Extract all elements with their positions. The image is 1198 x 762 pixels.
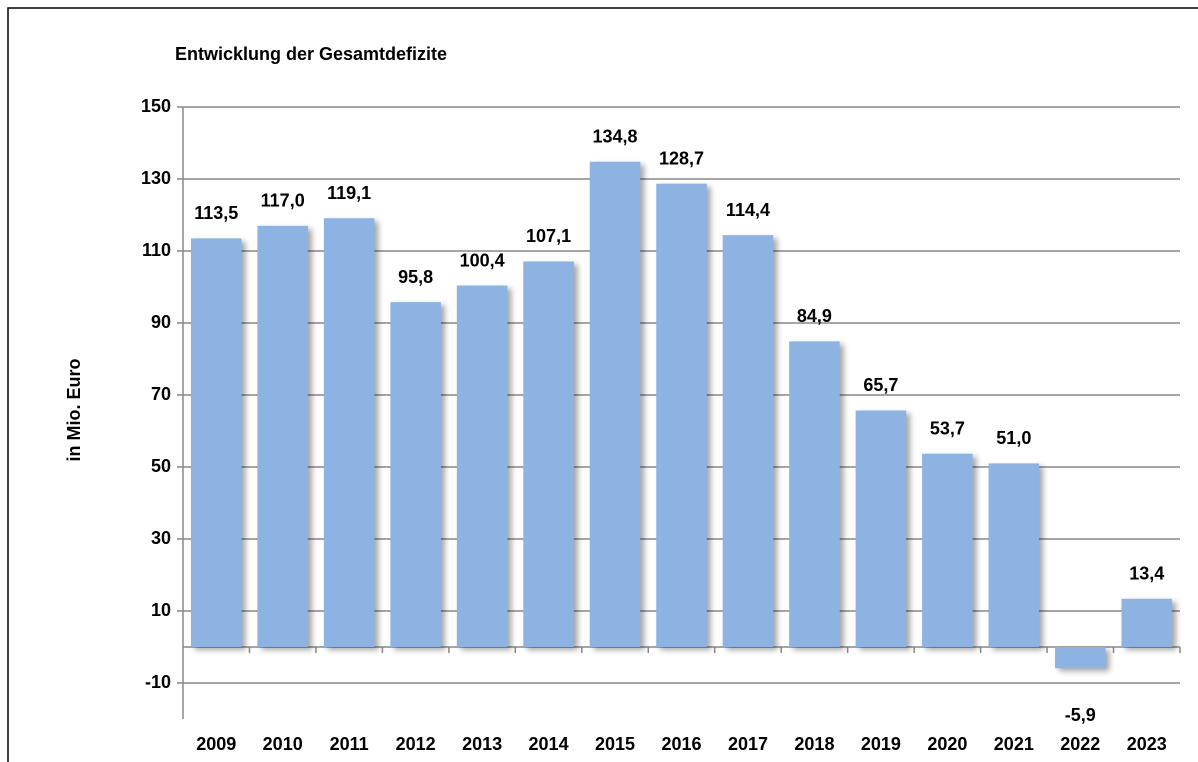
data-label: 107,1 (526, 226, 571, 246)
bar (456, 285, 508, 647)
bar (789, 341, 840, 647)
bar (656, 183, 707, 647)
data-label: 134,8 (593, 126, 638, 146)
y-axis-label: in Mio. Euro (64, 359, 84, 462)
bar (190, 238, 242, 647)
chart-title: Entwicklung der Gesamtdefizite (175, 44, 447, 64)
y-tick-label: -10 (145, 672, 171, 692)
x-tick-label: 2015 (595, 734, 635, 754)
x-tick-label: 2022 (1060, 734, 1100, 754)
bar (1121, 598, 1173, 647)
data-label: 119,1 (327, 183, 371, 203)
data-label: 95,8 (398, 267, 433, 287)
data-label: 113,5 (194, 203, 238, 223)
x-tick-label: 2012 (396, 734, 436, 754)
data-label: 117,0 (261, 191, 305, 211)
x-tick-label: 2018 (794, 734, 834, 754)
data-label: 53,7 (930, 418, 965, 438)
data-label: 114,4 (726, 200, 770, 220)
bar (257, 225, 308, 648)
y-tick-label: 10 (151, 600, 171, 620)
y-tick-label: 150 (141, 96, 171, 116)
bar (390, 302, 441, 647)
x-tick-label: 2016 (661, 734, 701, 754)
y-tick-label: 30 (151, 528, 171, 548)
y-tick-label: 70 (151, 384, 171, 404)
bar (1055, 647, 1106, 669)
data-label: 100,4 (460, 250, 505, 270)
x-tick-label: 2013 (462, 734, 502, 754)
bar (589, 161, 641, 647)
bar (523, 261, 574, 647)
y-tick-label: 90 (151, 312, 171, 332)
x-tick-label: 2014 (529, 734, 569, 754)
x-tick-label: 2021 (994, 734, 1034, 754)
y-tick-label: 130 (141, 168, 171, 188)
x-tick-label: 2023 (1127, 734, 1167, 754)
x-tick-label: 2010 (263, 734, 303, 754)
data-label: 13,4 (1129, 564, 1164, 584)
data-label: 65,7 (863, 375, 898, 395)
y-tick-label: 50 (151, 456, 171, 476)
x-tick-label: 2017 (728, 734, 768, 754)
data-label: 51,0 (996, 428, 1031, 448)
data-label: 128,7 (659, 148, 704, 168)
x-tick-label: 2019 (861, 734, 901, 754)
x-tick-label: 2020 (927, 734, 967, 754)
x-tick-label: 2009 (196, 734, 236, 754)
bar (323, 218, 375, 648)
bar (988, 463, 1040, 647)
x-tick-label: 2011 (330, 734, 369, 754)
y-tick-label: 110 (142, 240, 171, 260)
bar (722, 235, 774, 647)
bar (922, 453, 973, 647)
data-label: -5,9 (1065, 705, 1096, 725)
bar (855, 410, 907, 647)
data-label: 84,9 (797, 306, 832, 326)
